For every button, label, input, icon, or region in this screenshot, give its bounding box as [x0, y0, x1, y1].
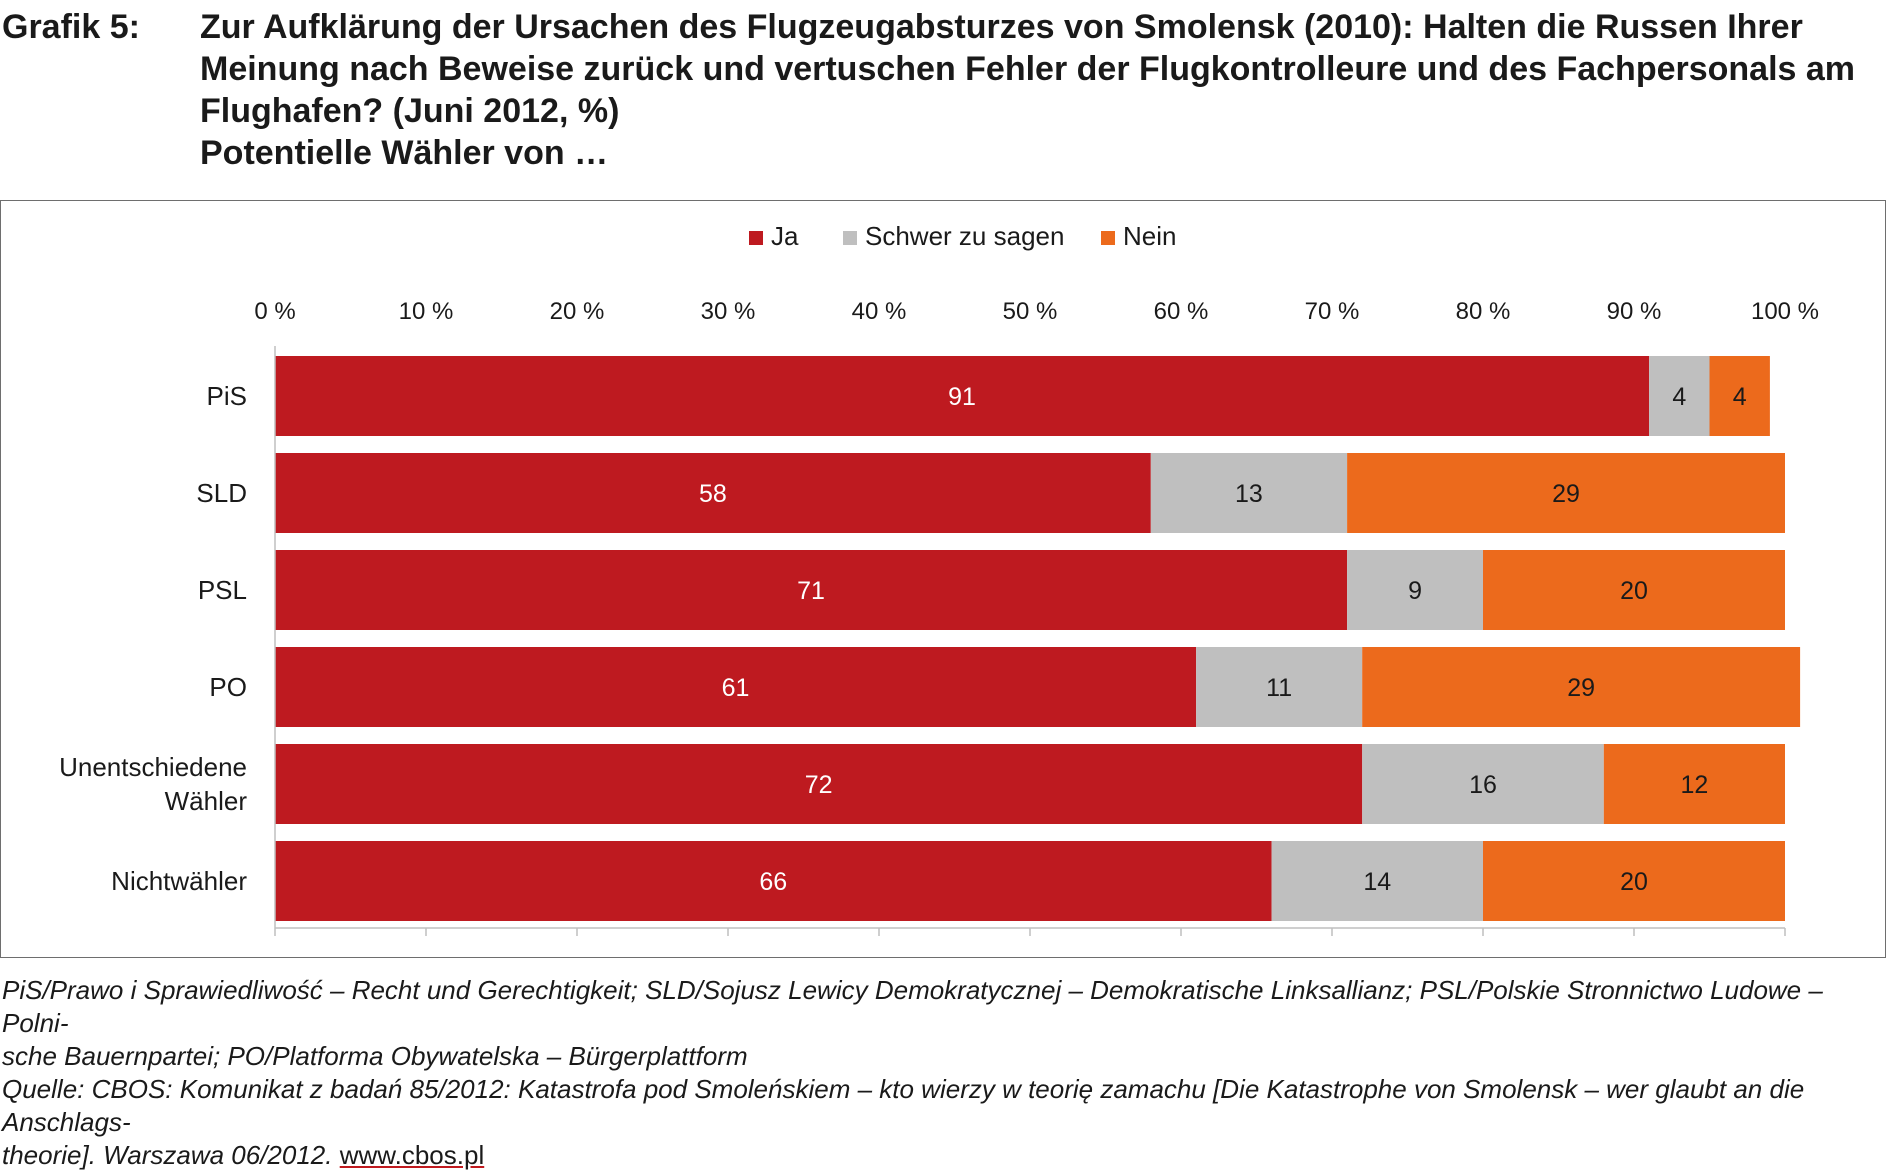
data-label: 4: [1672, 383, 1686, 411]
category-label: PSL: [198, 575, 247, 605]
bar-segment-ja: [275, 744, 1363, 824]
legend-label-2: Nein: [1123, 221, 1176, 251]
data-label: 91: [948, 383, 976, 411]
bar-segment-nein: [1483, 841, 1785, 921]
bar-segment-schwer-zu-sagen: [1347, 550, 1483, 630]
data-label: 61: [722, 674, 750, 702]
data-label: 20: [1620, 577, 1648, 605]
data-label: 71: [797, 577, 825, 605]
category-label: Nichtwähler: [111, 866, 247, 896]
x-tick-label: 10 %: [399, 298, 454, 325]
x-tick-label: 50 %: [1003, 298, 1058, 325]
legend-label-0: Ja: [771, 221, 799, 251]
data-label: 66: [759, 868, 787, 896]
bar-segment-nein: [1362, 647, 1801, 727]
bar-segment-ja: [275, 356, 1650, 436]
bar-segment-nein: [1347, 453, 1785, 533]
x-tick-label: 20 %: [550, 298, 605, 325]
legend-swatch-0: [749, 231, 763, 245]
bar-segment-schwer-zu-sagen: [1271, 841, 1483, 921]
category-label: Unentschiedene: [59, 752, 247, 782]
bar-segment-ja: [275, 453, 1151, 533]
data-label: 16: [1469, 771, 1497, 799]
footnote-line-2: sche Bauernpartei; PO/Platforma Obywatel…: [2, 1041, 748, 1071]
x-tick-label: 60 %: [1154, 298, 1209, 325]
x-tick-label: 40 %: [852, 298, 907, 325]
bar-segment-schwer-zu-sagen: [1362, 744, 1604, 824]
bar-segment-nein: [1483, 550, 1785, 630]
data-label: 12: [1680, 771, 1708, 799]
source-url-link[interactable]: www.cbos.pl: [339, 1140, 485, 1170]
legend-label-1: Schwer zu sagen: [865, 221, 1064, 251]
x-tick-label: 30 %: [701, 298, 756, 325]
x-tick-label: 0 %: [254, 298, 295, 325]
title-subtitle: Potentielle Wähler von …: [200, 134, 609, 172]
data-label: 4: [1733, 383, 1747, 411]
data-label: 29: [1552, 480, 1580, 508]
title-line-1: Zur Aufklärung der Ursachen des Flugzeug…: [200, 8, 1803, 46]
bar-segment-schwer-zu-sagen: [1150, 453, 1348, 533]
title-line-3: Flughafen? (Juni 2012, %): [200, 92, 620, 130]
bar-segment-ja: [275, 647, 1197, 727]
source-line-2: theorie]. Warszawa 06/2012. www.cbos.pl: [2, 1139, 1886, 1172]
category-label: PO: [209, 672, 247, 702]
x-tick-label: 100 %: [1751, 298, 1819, 325]
legend-swatch-2: [1101, 231, 1115, 245]
data-label: 9: [1408, 577, 1422, 605]
data-label: 14: [1363, 868, 1391, 896]
chart-title: Zur Aufklärung der Ursachen des Flugzeug…: [200, 6, 1880, 174]
bar-segment-nein: [1603, 744, 1785, 824]
bar-segment-schwer-zu-sagen: [1196, 647, 1363, 727]
data-label: 11: [1266, 674, 1292, 702]
stacked-bar-chart: Ja Schwer zu sagen Nein 0 % 10 % 20 % 30 % 40 %…: [59, 221, 1819, 936]
category-label: PiS: [207, 381, 247, 411]
data-label: 72: [805, 771, 833, 799]
bar-segment-schwer-zu-sagen: [1649, 356, 1710, 436]
source-line-1: Quelle: CBOS: Komunikat z badań 85/2012:…: [2, 1074, 1805, 1137]
bar-segment-ja: [275, 550, 1348, 630]
bar-segment-nein: [1709, 356, 1770, 436]
x-tick-label: 70 %: [1305, 298, 1360, 325]
data-label: 58: [699, 480, 727, 508]
x-tick-label: 80 %: [1456, 298, 1511, 325]
title-line-2: Meinung nach Beweise zurück und vertusch…: [200, 50, 1856, 88]
data-label: 29: [1567, 674, 1595, 702]
footnote-line-1: PiS/Prawo i Sprawiedliwość – Recht und G…: [2, 975, 1823, 1038]
footnote: PiS/Prawo i Sprawiedliwość – Recht und G…: [2, 974, 1886, 1172]
legend-swatch-1: [843, 231, 857, 245]
category-label: SLD: [196, 478, 247, 508]
x-tick-label: 90 %: [1607, 298, 1662, 325]
data-label: 13: [1235, 480, 1263, 508]
source-line-2-text: theorie]. Warszawa 06/2012.: [2, 1140, 340, 1170]
category-label: Wähler: [165, 786, 248, 816]
bar-segment-ja: [275, 841, 1272, 921]
data-label: 20: [1620, 868, 1648, 896]
figure-number: Grafik 5:: [2, 8, 140, 46]
chart-frame: Ja Schwer zu sagen Nein 0 % 10 % 20 % 30 % 40 %…: [0, 200, 1886, 958]
